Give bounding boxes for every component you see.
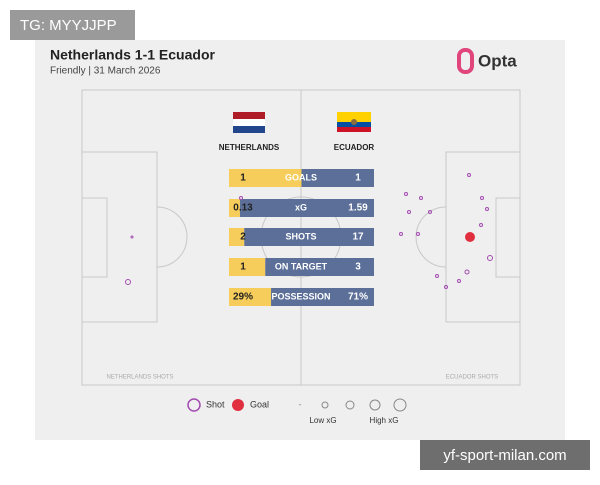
- team-away: ECUADOR: [334, 143, 375, 152]
- pitch: [81, 89, 521, 386]
- stat-bar-home: [229, 258, 266, 276]
- legend: Shot Goal - Low xG High xG: [187, 398, 407, 425]
- stat-home: 2: [240, 232, 246, 243]
- stat-bar-home: [229, 228, 245, 246]
- stat-label: GOALS: [285, 172, 317, 182]
- legend-label: Shot: [206, 399, 225, 409]
- logo: Opta: [457, 48, 517, 74]
- stat-label: SHOTS: [285, 231, 316, 241]
- stat-bar-away: [244, 228, 374, 246]
- logo-text: Opta: [478, 51, 517, 70]
- stat-label: ON TARGET: [275, 261, 328, 271]
- watermark-bg: [420, 440, 590, 470]
- legend-label: Goal: [250, 399, 269, 409]
- stat-home: 1: [240, 173, 246, 184]
- title: Netherlands 1-1 Ecuador: [50, 47, 215, 63]
- pitch-label: NETHERLANDS SHOTS: [106, 375, 173, 381]
- pitch-label: ECUADOR SHOTS: [446, 375, 498, 381]
- stat-bar-away: [271, 288, 374, 306]
- stat-home: 0.13: [233, 203, 253, 214]
- shots: [125, 173, 493, 289]
- flag-netherlands: [233, 112, 265, 133]
- stat-label: xG: [295, 202, 307, 212]
- subtitle: Friendly | 31 March 2026: [50, 66, 161, 77]
- stat-away: 1: [355, 173, 361, 184]
- stat-bar-away: [301, 169, 374, 187]
- stat-away: 1.59: [348, 203, 368, 214]
- stat-bar-home: [229, 288, 272, 306]
- watermark: TG: MYYJJPP: [20, 17, 117, 34]
- watermark: yf-sport-milan.com: [443, 447, 566, 464]
- stat-bar-away: [265, 258, 374, 276]
- stat-home: 1: [240, 262, 246, 273]
- team-home: NETHERLANDS: [219, 143, 280, 152]
- legend-label: Low xG: [309, 416, 336, 425]
- stat-bar-home: [229, 169, 302, 187]
- stat-label: POSSESSION: [271, 291, 330, 301]
- stat-away: 71%: [348, 292, 368, 303]
- stat-away: 3: [355, 262, 361, 273]
- legend-label: -: [299, 399, 302, 409]
- watermark-bg: [10, 10, 135, 40]
- stat-bar-home: [229, 199, 240, 217]
- stat-away: 17: [352, 232, 364, 243]
- goal-shot: [465, 232, 475, 242]
- legend-label: High xG: [370, 416, 399, 425]
- flag-ecuador: [337, 112, 371, 132]
- stat-home: 29%: [233, 292, 253, 303]
- stat-bar-away: [239, 199, 374, 217]
